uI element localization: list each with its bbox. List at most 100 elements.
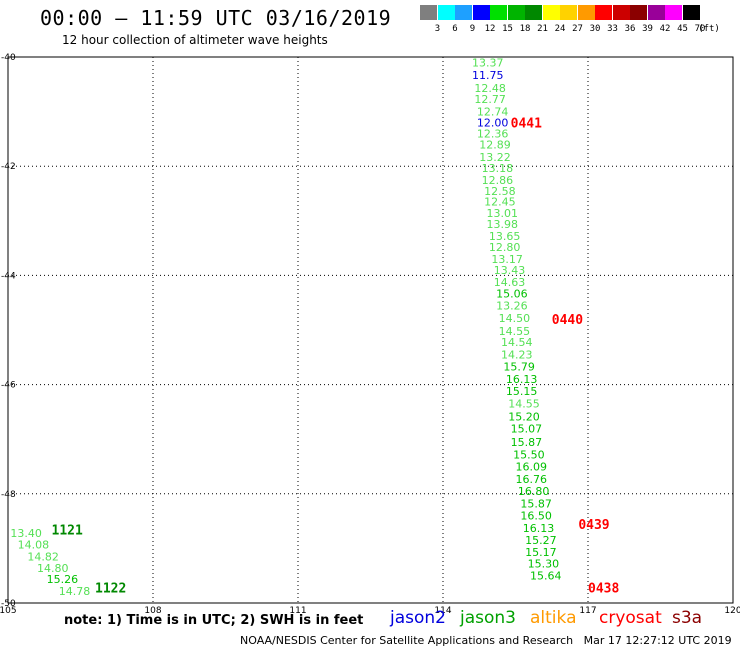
wave-height-point: 12.86 — [482, 174, 513, 187]
wave-height-point: 14.55 — [499, 325, 531, 338]
scale-label-15: 15 — [502, 24, 513, 34]
wave-height-point: 12.58 — [484, 185, 516, 198]
wave-height-point: 12.36 — [477, 127, 509, 140]
legend-altika: altika — [530, 608, 577, 628]
wave-height-point: 13.65 — [489, 230, 520, 243]
wave-height-point: 14.54 — [501, 336, 533, 349]
track-time-label: 0438 — [588, 582, 619, 597]
scale-label-70: 70 — [694, 24, 706, 34]
wave-height-point: 16.50 — [520, 510, 552, 523]
wave-height-point: 15.64 — [530, 570, 562, 583]
wave-height-point: 13.43 — [494, 264, 526, 277]
scale-swatch-33 — [595, 5, 612, 20]
scale-swatch-39 — [630, 5, 647, 20]
x-tick-label: 111 — [289, 606, 306, 616]
wave-height-point: 13.37 — [472, 56, 504, 69]
track-time-label: 1122 — [95, 582, 126, 597]
scale-swatch-18 — [507, 5, 525, 20]
wave-height-point: 13.17 — [491, 253, 523, 266]
wave-height-point: 12.45 — [484, 196, 516, 209]
plot-frame — [7, 56, 734, 604]
wave-height-point: 14.78 — [59, 585, 91, 598]
wave-height-point: 15.30 — [528, 558, 560, 571]
scale-label-36: 36 — [624, 24, 636, 34]
wave-height-point: 15.07 — [511, 422, 542, 435]
scale-swatch-9 — [455, 5, 472, 20]
scale-swatch-45 — [665, 5, 682, 20]
scale-swatch-6 — [437, 5, 455, 20]
track-time-label: 0440 — [552, 313, 583, 328]
wave-height-point: 15.50 — [513, 448, 545, 461]
x-tick-label: 105 — [0, 606, 17, 616]
scale-label-33: 33 — [607, 24, 618, 34]
wave-height-point: 14.82 — [27, 551, 59, 564]
wave-height-point: 12.48 — [474, 82, 506, 95]
wave-height-point: 15.26 — [47, 573, 79, 586]
chart-subtitle: 12 hour collection of altimeter wave hei… — [62, 33, 328, 47]
scale-swatch-36 — [612, 5, 630, 20]
wave-height-point: 15.87 — [511, 436, 542, 449]
wave-height-point: 15.06 — [496, 287, 527, 300]
scale-unit-label: (ft) — [698, 24, 720, 34]
wave-height-point: 15.87 — [520, 498, 552, 511]
wave-height-point: 14.50 — [499, 312, 531, 325]
wave-height-point: 11.75 — [472, 69, 504, 82]
footnote: note: 1) Time is in UTC; 2) SWH is in fe… — [64, 613, 364, 628]
scale-swatch-12 — [472, 5, 490, 20]
x-tick-label: 108 — [144, 606, 161, 616]
scale-label-3: 3 — [434, 24, 441, 34]
wave-height-point: 14.80 — [37, 562, 69, 575]
wave-height-point: 16.13 — [506, 373, 538, 386]
scale-swatch-42 — [647, 5, 665, 20]
wave-height-point: 13.98 — [487, 218, 519, 231]
scale-label-45: 45 — [677, 24, 688, 34]
wave-height-point: 16.76 — [516, 473, 548, 486]
scale-label-42: 42 — [659, 24, 671, 34]
y-tick-label: -40 — [1, 53, 16, 63]
scale-label-30: 30 — [589, 24, 601, 34]
scale-label-12: 12 — [484, 24, 496, 34]
scale-label-39: 39 — [642, 24, 653, 34]
wave-height-point: 15.27 — [525, 534, 557, 547]
wave-height-point: 14.63 — [494, 276, 526, 289]
scale-label-9: 9 — [469, 24, 476, 34]
scale-label-6: 6 — [452, 24, 458, 34]
legend-jason2: jason2 — [390, 608, 446, 628]
y-tick-label: -46 — [1, 381, 16, 391]
scale-swatch-24 — [542, 5, 560, 20]
scale-swatch-15 — [490, 5, 507, 20]
wave-height-point: 16.09 — [516, 461, 548, 474]
legend-cryosat: cryosat — [599, 608, 662, 628]
legend-jason3: jason3 — [460, 608, 516, 628]
wave-height-point: 12.77 — [474, 93, 506, 106]
wave-height-point: 14.55 — [508, 398, 540, 411]
track-time-label: 1121 — [52, 523, 83, 538]
wave-height-point: 16.13 — [523, 522, 555, 535]
y-tick-label: -42 — [1, 162, 16, 172]
chart-title: 00:00 – 11:59 UTC 03/16/2019 — [40, 6, 392, 30]
scale-label-21: 21 — [537, 24, 548, 34]
wave-height-point: 13.01 — [487, 207, 519, 220]
wave-height-point: 13.26 — [496, 299, 527, 312]
wave-height-point: 16.80 — [518, 485, 550, 498]
wave-height-point: 12.89 — [479, 138, 511, 151]
wave-height-point: 12.80 — [489, 241, 520, 254]
track-time-label: 0439 — [578, 518, 609, 533]
scale-swatch-27 — [560, 5, 577, 20]
wave-height-point: 15.20 — [508, 410, 540, 423]
wave-height-point: 12.74 — [477, 106, 509, 119]
x-tick-label: 120 — [724, 606, 740, 616]
scale-label-24: 24 — [554, 24, 566, 34]
wave-height-point: 14.08 — [18, 539, 49, 552]
scale-swatch-3 — [420, 5, 437, 20]
y-tick-label: -44 — [1, 271, 16, 281]
scale-label-27: 27 — [572, 24, 583, 34]
wave-height-point: 13.22 — [479, 151, 511, 164]
x-tick-label: 114 — [434, 606, 451, 616]
scale-swatch-30 — [577, 5, 595, 20]
legend-s3a: s3a — [672, 608, 703, 628]
wave-height-point: 12.00 — [477, 117, 509, 130]
wave-height-point: 15.79 — [503, 361, 534, 374]
wave-height-point: 15.17 — [525, 546, 557, 559]
